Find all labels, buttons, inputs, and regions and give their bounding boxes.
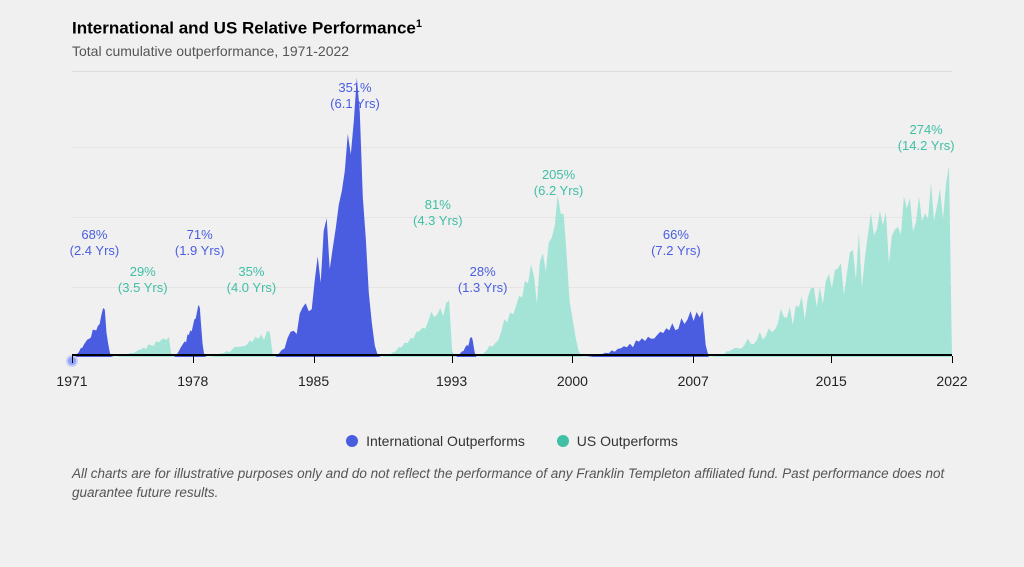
x-axis-label: 1978 [177,373,208,389]
x-axis-label: 1993 [436,373,467,389]
annotation-us: 81%(4.3 Yrs) [413,197,463,230]
chart-disclaimer: All charts are for illustrative purposes… [72,464,952,503]
area-international [585,311,709,357]
area-international [174,305,207,357]
performance-chart: 19711978198519932000200720152022 68%(2.4… [72,71,952,411]
chart-subtitle: Total cumulative outperformance, 1971-20… [72,43,952,59]
title-text: International and US Relative Performanc… [72,19,416,38]
chart-legend: International Outperforms US Outperforms [72,433,952,450]
x-axis-labels: 19711978198519932000200720152022 [72,373,952,391]
area-international [72,308,113,357]
legend-label-international: International Outperforms [366,433,525,449]
annotation-international: 28%(1.3 Yrs) [458,264,508,297]
annotation-international: 351%(6.1 Yrs) [330,80,380,113]
x-axis-label: 1985 [298,373,329,389]
annotation-us: 29%(3.5 Yrs) [118,264,168,297]
annotation-international: 68%(2.4 Yrs) [70,227,120,260]
annotation-us: 205%(6.2 Yrs) [534,167,584,200]
x-axis-label: 2000 [557,373,588,389]
annotation-international: 71%(1.9 Yrs) [175,227,225,260]
annotation-international: 66%(7.2 Yrs) [651,227,701,260]
annotation-us: 35%(4.0 Yrs) [227,264,277,297]
legend-item-us: US Outperforms [557,433,678,449]
chart-title: International and US Relative Performanc… [72,18,952,39]
legend-dot-us-icon [557,435,569,447]
x-axis-label: 2007 [678,373,709,389]
area-international [276,77,381,356]
area-us [381,300,455,357]
legend-dot-international-icon [346,435,358,447]
x-axis-label: 2015 [816,373,847,389]
annotation-us: 274%(14.2 Yrs) [898,122,955,155]
legend-item-international: International Outperforms [346,433,525,449]
x-axis-label: 1971 [56,373,87,389]
legend-label-us: US Outperforms [577,433,678,449]
x-axis-label: 2022 [936,373,967,389]
title-footnote: 1 [416,18,422,30]
area-us [709,166,952,357]
x-axis-ticks [72,356,952,363]
